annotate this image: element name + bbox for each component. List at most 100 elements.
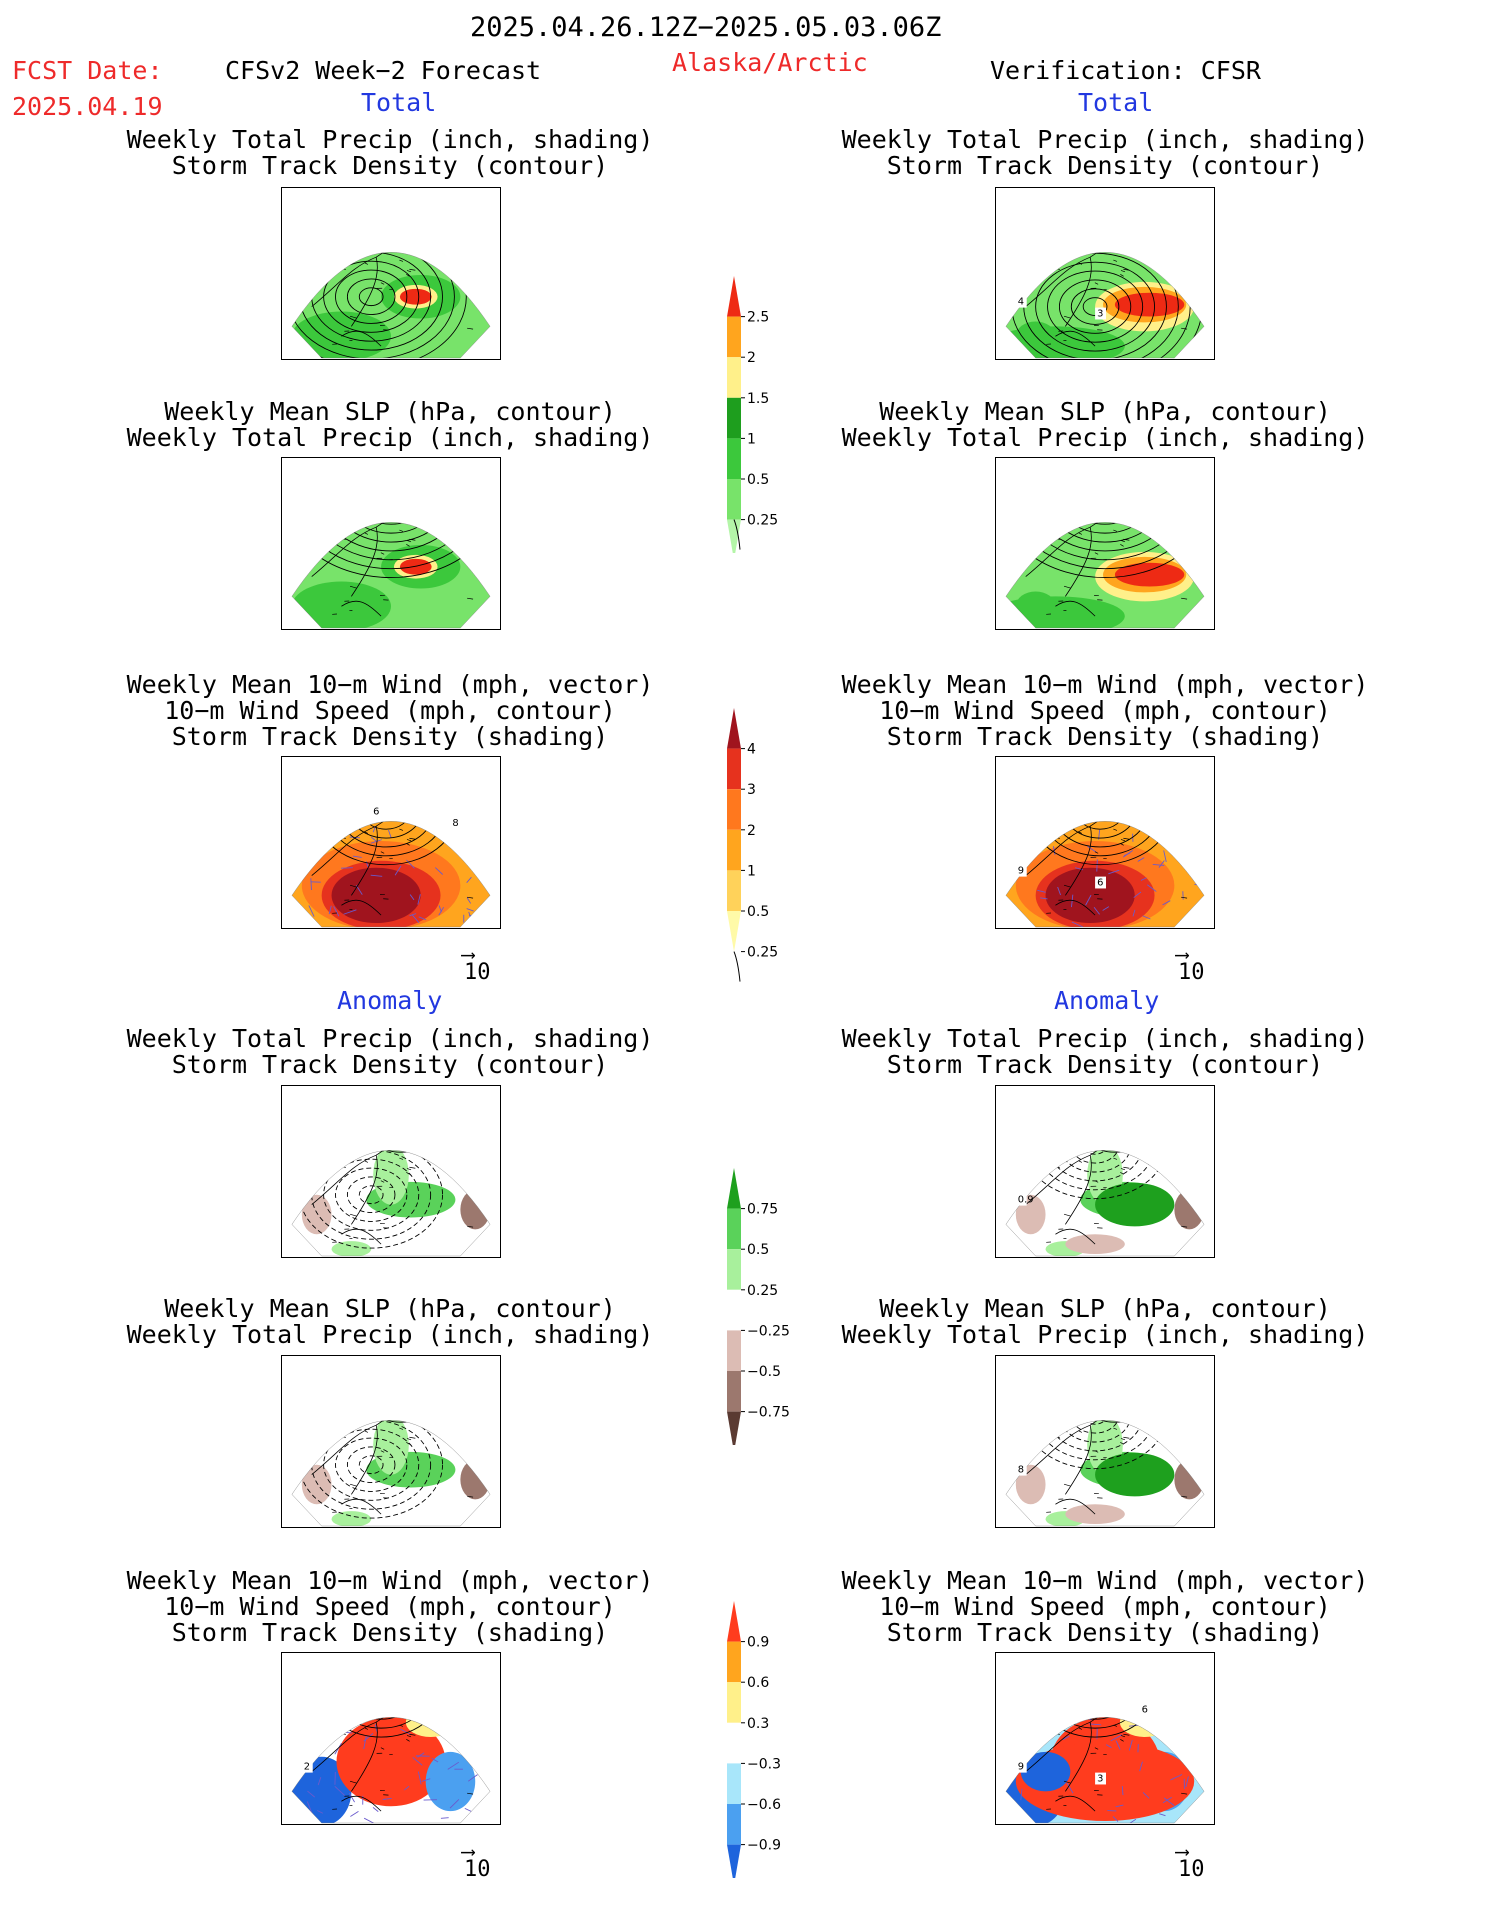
wind-vector [400,1728,412,1735]
contour-line [346,1446,396,1483]
contour-line [1068,522,1142,525]
wind-vector [1024,780,1037,783]
wind-vector [423,793,433,800]
contour-label: 9 [1018,866,1024,877]
shaded-area [332,777,451,817]
wind-vector [1079,1671,1082,1677]
wind-vector [334,1742,342,1755]
contour-label: 0.9 [1018,1195,1034,1206]
wind-vector [324,843,332,847]
coastline [1025,252,1195,347]
wind-vector [1133,891,1142,898]
contour-line [1040,821,1160,857]
contour-label: 9 [1018,1762,1024,1773]
coastline [1025,1717,1195,1812]
wind-vector [1098,1703,1103,1710]
wind-vector [461,1685,468,1692]
wind-vector [1073,778,1082,785]
map-anom-slp-precip-verif: 8 [995,1355,1215,1528]
wind-vector [1191,1758,1195,1767]
wind-vector [1037,889,1046,893]
wind-vector [404,1785,410,1791]
contour-line [1063,821,1137,839]
wind-vector [1087,845,1097,853]
contour-line [1070,288,1120,325]
map-anom-precip-storm-forecast [281,1085,501,1258]
wind-vector [308,1666,313,1672]
wind-vector [1071,894,1074,908]
shaded-area [291,581,391,629]
contour-line [1070,1420,1120,1434]
colorbar-storm-total: 4 3 2 1 0.5 0.25 [727,708,778,982]
wind-vector [307,1790,315,1798]
colorbar-cap-bottom [727,519,741,553]
shaded-area [1015,591,1056,622]
coastline [311,821,481,916]
wind-vector [443,821,450,833]
wind-vector [352,855,362,858]
shaded-area [336,1717,446,1807]
shaded-area [1046,777,1165,817]
wind-vector [363,1817,375,1824]
wind-vector [1159,1813,1166,1817]
wind-vector [1185,1776,1189,1788]
contour-line [1091,1108,1139,1144]
contour-line [1058,1150,1132,1173]
wind-vector [349,797,362,799]
colorbar-box [727,1682,741,1723]
shaded-area [1114,562,1185,587]
wind-vector [438,906,445,916]
wind-vector [1179,1679,1188,1689]
contour-line [1091,1378,1139,1414]
wind-vector [1147,884,1157,892]
contour-line [361,821,411,830]
wind-vector [1024,918,1029,927]
shaded-area [1046,757,1165,792]
wind-vector [1132,909,1136,917]
wind-vector [1140,795,1148,805]
colorbar-tick-label: −0.5 [747,1364,781,1380]
wind-vector [1008,821,1019,828]
wind-vector [388,829,392,839]
wind-vector [442,1678,448,1680]
wind-vector [467,1774,478,1782]
colorbar-1-boxes [727,708,741,952]
colorbar-box [727,1208,741,1250]
colorbar-precip-anomaly: 0.75 0.5 0.25 −0.25 −0.5 −0.75 [727,1168,790,1445]
contour-line [333,1717,430,1729]
wind-vector [466,908,474,912]
wind-vector [1140,877,1147,881]
title-r5-right: Weekly Mean SLP (hPa, contour) Weekly Tot… [841,1294,1369,1349]
colorbar-tick-label: 0.25 [747,1283,778,1299]
region-title: Alaska/Arctic [672,48,868,77]
contour-line [1083,1684,1107,1702]
wind-vector [298,1811,310,1819]
wind-vector [1149,1687,1151,1695]
colorbar-tick-label: 0.75 [747,1202,778,1218]
wind-vector [1142,1792,1150,1799]
wind-vector [468,1710,477,1712]
contour-line [1045,522,1165,543]
wind-vector [370,874,383,877]
contour-line [358,1455,384,1475]
colorbar-tick-label: 0.6 [747,1675,769,1691]
wind-vector [394,865,402,876]
wind-vector [343,776,349,778]
wind-vector [406,859,415,869]
contour-line [1082,1150,1108,1155]
wind-vector [412,1757,423,1766]
contour-line [1052,821,1149,848]
wind-vector [1122,773,1129,777]
wind-vector [1115,1740,1121,1750]
wind-vector [356,796,359,802]
title-r6-left: Weekly Mean 10−m Wind (mph, vector) 10−m … [126,1566,654,1647]
contour-line [1088,802,1112,820]
shaded-area [1095,1182,1175,1227]
colorbar-tick-label: 0.5 [747,1242,769,1258]
title-r5-left: Weekly Mean SLP (hPa, contour) Weekly Tot… [126,1294,654,1349]
contour-line [389,1387,413,1405]
wind-vector [417,1771,422,1785]
shaded-area [331,1241,372,1257]
fcst-date-label: FCST Date: [12,56,163,85]
vector-ref-r6-right: ⟶ 10 [1176,1839,1205,1882]
